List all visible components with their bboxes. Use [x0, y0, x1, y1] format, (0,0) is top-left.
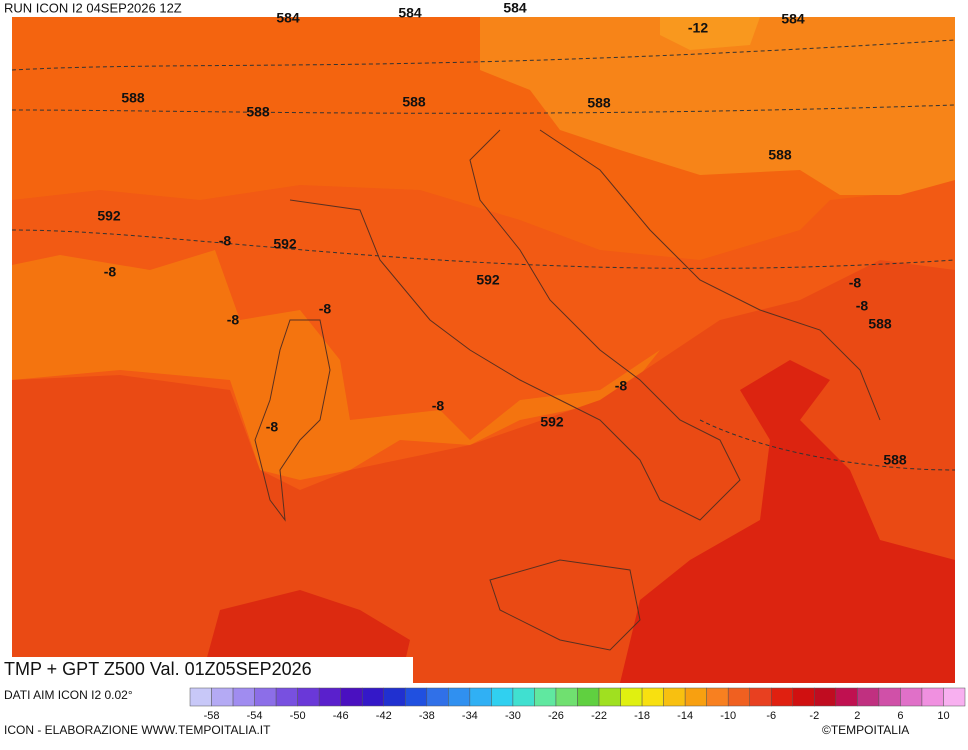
colorbar-swatch: [771, 687, 794, 707]
contour-label: 588: [121, 90, 145, 106]
contour-label: -8: [856, 298, 869, 314]
colorbar-swatch: [361, 687, 385, 707]
colorbar-label: -42: [376, 710, 392, 722]
contour-label: 592: [97, 208, 121, 224]
colorbar-label: -6: [766, 710, 776, 722]
colorbar-label: -50: [290, 710, 306, 722]
colorbar: -58 -54 -50 -46 -42 -38 -34 -30 -26 -22 -18 -14 -10-…: [189, 687, 966, 722]
contour-label: 584: [503, 0, 527, 16]
contour-label: -8: [319, 301, 332, 317]
field-southeast: [620, 360, 955, 683]
colorbar-swatch: [598, 687, 621, 707]
contour-label: 588: [768, 147, 792, 163]
contour-label: -8: [849, 275, 862, 291]
colorbar-swatch: [254, 687, 277, 707]
colorbar-label: -34: [462, 710, 478, 722]
colorbar-label: 2: [854, 710, 860, 722]
colorbar-swatch: [275, 687, 298, 707]
contour-label: 588: [883, 452, 907, 468]
colorbar-swatch: [512, 687, 535, 707]
contour-label: 584: [276, 10, 300, 26]
colorbar-label: -38: [419, 710, 435, 722]
colorbar-label: -10: [720, 710, 736, 722]
colorbar-swatch: [792, 687, 815, 707]
source: DATI AIM ICON I2 0.02°: [4, 688, 133, 702]
colorbar-label: -14: [677, 710, 693, 722]
colorbar-swatch: [534, 687, 557, 707]
contour-label: 584: [781, 11, 805, 27]
colorbar-swatch: [727, 687, 750, 707]
colorbar-swatch: [814, 687, 837, 707]
colorbar-swatch: [857, 687, 880, 707]
colorbar-swatch: [921, 687, 944, 707]
colorbar-swatch: [211, 687, 234, 707]
colorbar-swatch: [297, 687, 320, 707]
contour-label: 588: [587, 95, 611, 111]
colorbar-label: 6: [897, 710, 903, 722]
colorbar-label: -46: [333, 710, 349, 722]
contour-label: 584: [398, 5, 422, 21]
map: 584 584 584 584 -12 588 588 588 588 588 592 -8 592 -8…: [11, 0, 956, 683]
colorbar-swatch: [189, 687, 212, 707]
credit: ICON - ELABORAZIONE WWW.TEMPOITALIA.IT: [4, 723, 271, 737]
colorbar-swatch: [706, 687, 729, 707]
contour-label: -12: [688, 20, 708, 36]
colorbar-swatch: [491, 687, 514, 707]
colorbar-label: -2: [809, 710, 819, 722]
colorbar-swatch: [663, 687, 686, 707]
colorbar-label: -26: [548, 710, 564, 722]
colorbar-swatch: [749, 687, 772, 707]
contour-label: 588: [868, 316, 892, 332]
contour-label: -8: [615, 378, 628, 394]
contour-label: -8: [432, 398, 445, 414]
colorbar-swatch: [943, 687, 966, 707]
colorbar-swatch: [684, 687, 707, 707]
contour-label: 592: [476, 272, 500, 288]
colorbar-swatch: [232, 687, 255, 707]
colorbar-swatch: [405, 687, 428, 707]
contour-label: -8: [104, 264, 117, 280]
contour-label: 588: [402, 94, 426, 110]
colorbar-label: -58: [204, 710, 220, 722]
field-warm-tongue: [12, 250, 660, 480]
coastlines: [254, 129, 881, 651]
colorbar-swatch: [469, 687, 492, 707]
contour-label: -8: [219, 233, 232, 249]
colorbar-swatch: [641, 687, 664, 707]
contour-label: -8: [266, 419, 279, 435]
contour-label: 592: [540, 414, 564, 430]
run-info: RUN ICON I2 04SEP2026 12Z: [4, 0, 182, 15]
colorbar-label: -30: [505, 710, 521, 722]
map-title: TMP + GPT Z500 Val. 01Z05SEP2026: [4, 659, 312, 679]
title-box: [0, 657, 413, 683]
colorbar-swatch: [577, 687, 600, 707]
field-cold-spot: [660, 17, 760, 50]
contour-labels: 584 584 584 584 -12 588 588 588 588 588 592 -8 592 -8…: [97, 0, 907, 468]
colorbar-swatch: [340, 687, 363, 707]
colorbar-swatch: [383, 687, 406, 707]
brand: ©TEMPOITALIA: [822, 723, 909, 737]
colorbar-label: -22: [591, 710, 607, 722]
contour-label: -8: [227, 312, 240, 328]
colorbar-label: -54: [247, 710, 263, 722]
colorbar-swatch: [318, 687, 341, 707]
contour-label: 592: [273, 236, 297, 252]
colorbar-swatch: [555, 687, 578, 707]
colorbar-swatch: [448, 687, 471, 707]
colorbar-swatch: [426, 687, 449, 707]
field-northeast: [480, 17, 955, 195]
header-box: [0, 0, 262, 17]
colorbar-swatch: [835, 687, 858, 707]
colorbar-label: -18: [634, 710, 650, 722]
colorbar-label: 10: [937, 710, 949, 722]
colorbar-swatch: [878, 687, 901, 707]
colorbar-swatch: [620, 687, 643, 707]
contour-label: 588: [246, 104, 270, 120]
isohypses: [11, 39, 956, 471]
colorbar-swatch: [900, 687, 923, 707]
